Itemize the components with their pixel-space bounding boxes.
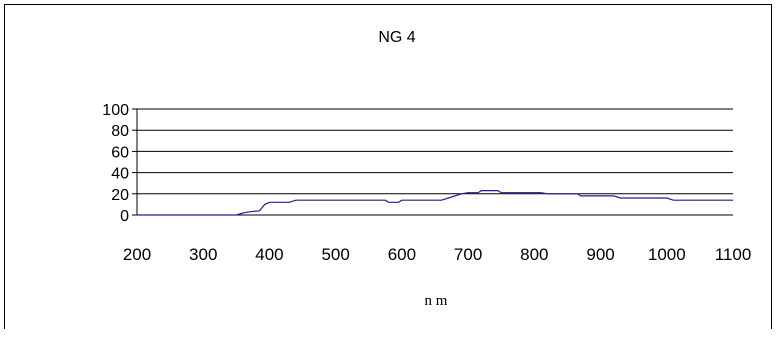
x-axis-label: n m <box>425 293 448 309</box>
y-tick-label-0: 0 <box>120 208 129 225</box>
x-tick-label-3: 500 <box>321 245 349 264</box>
chart-title: NG 4 <box>378 29 415 46</box>
x-tick-labels: 200 300 400 500 600 700 800 900 1000 1100 <box>123 245 751 264</box>
y-tick-labels: 0 20 40 60 80 100 <box>102 102 129 225</box>
x-tick-label-9: 1100 <box>715 245 752 264</box>
y-tick-label-5: 100 <box>102 102 129 119</box>
series-group <box>137 190 733 216</box>
x-tick-label-8: 1000 <box>648 245 686 264</box>
x-tick-label-2: 400 <box>255 245 283 264</box>
x-tick-label-7: 900 <box>586 245 614 264</box>
x-tick-label-4: 600 <box>388 245 416 264</box>
grid-lines <box>137 108 733 216</box>
x-tick-label-1: 300 <box>189 245 217 264</box>
y-tick-label-4: 80 <box>111 123 129 140</box>
x-tick-label-6: 800 <box>520 245 548 264</box>
x-tick-label-5: 700 <box>454 245 482 264</box>
x-tick-label-0: 200 <box>123 245 151 264</box>
y-tick-label-3: 60 <box>111 144 129 161</box>
y-tick-label-1: 20 <box>111 187 129 204</box>
axes <box>132 108 138 216</box>
series-line-0 <box>137 190 733 216</box>
y-tick-label-2: 40 <box>111 166 129 183</box>
chart-frame <box>4 4 772 329</box>
